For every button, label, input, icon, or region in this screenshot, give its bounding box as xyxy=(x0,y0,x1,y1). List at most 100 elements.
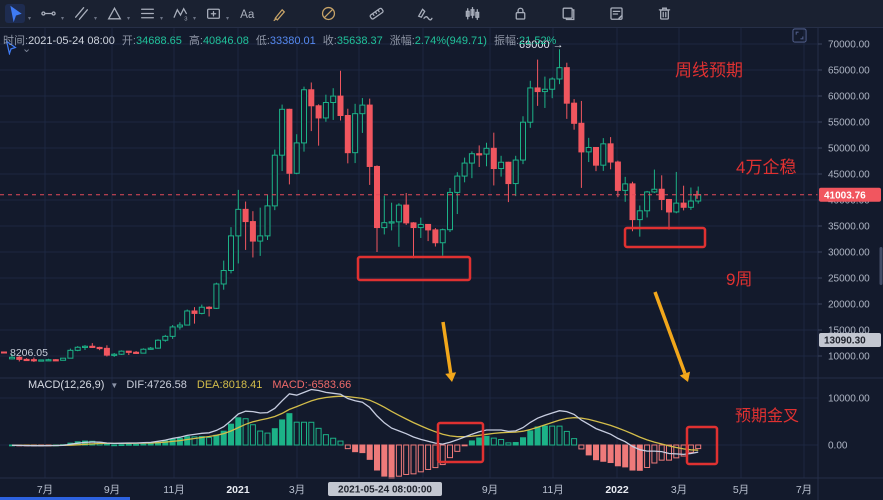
tool-caret-icon: ▾ xyxy=(27,16,31,22)
candles-pattern-tool-icon[interactable] xyxy=(462,4,482,23)
time-axis[interactable]: 7月 9月 11月 2021 3月 9月 11月 2022 3月 5月 7月 2021-05-24 0… xyxy=(37,482,812,496)
candle-body xyxy=(103,347,110,356)
fullscreen-icon[interactable] xyxy=(792,28,807,48)
macd-bar xyxy=(359,444,366,454)
candle-body xyxy=(322,102,329,119)
text-tool-icon[interactable]: Aa xyxy=(236,4,256,23)
time-tick-label: 7月 xyxy=(796,484,812,496)
macd-bar xyxy=(235,417,242,446)
macd-bar xyxy=(593,444,599,461)
candle-body xyxy=(636,210,643,221)
candle-body xyxy=(505,161,512,185)
macd-bar xyxy=(468,440,475,446)
price-tick-label: 65000.00 xyxy=(828,66,870,77)
info-field: 低:33380.01 xyxy=(255,35,316,47)
candle-body xyxy=(74,346,81,351)
macd-bar xyxy=(549,425,556,446)
annotation-box xyxy=(685,425,719,466)
gray-price-badge-label: 13090.30 xyxy=(824,336,866,347)
candle-body xyxy=(133,351,140,354)
candle-body xyxy=(52,359,59,362)
macd-bar xyxy=(344,444,351,450)
axis-scroll-thumb[interactable] xyxy=(879,247,883,285)
candle-body xyxy=(614,161,621,191)
macd-bar xyxy=(556,425,563,446)
candle-body xyxy=(184,310,191,326)
annotation-text: 周线预期 xyxy=(675,61,743,80)
crosshair-time-badge-label: 2021-05-24 08:00:00 xyxy=(338,485,432,496)
annotation-box xyxy=(623,226,707,249)
price-line-plus-icon[interactable] xyxy=(693,190,701,199)
candle-body xyxy=(541,88,548,93)
chevron-down-icon[interactable]: ⌄ xyxy=(22,43,32,55)
candle-body xyxy=(206,306,213,309)
macd-bar xyxy=(541,425,548,446)
candle-body xyxy=(673,202,680,213)
candle-body xyxy=(403,204,410,224)
time-tick-label: 2022 xyxy=(605,484,629,496)
candle-body xyxy=(213,283,220,309)
highlighter-tool-icon[interactable] xyxy=(318,4,338,23)
pointer-tool-icon[interactable]: ▾ xyxy=(5,4,31,23)
time-tick-label: 2021 xyxy=(226,484,250,496)
time-tick-label: 7月 xyxy=(37,484,53,496)
macd-dropdown-icon[interactable]: ▼ xyxy=(110,381,119,390)
candle-body xyxy=(60,357,67,361)
candle-body xyxy=(45,359,52,362)
candle-body xyxy=(235,208,242,237)
candle-body xyxy=(162,335,169,341)
macd-bar xyxy=(600,444,607,462)
candle-body xyxy=(359,104,366,115)
macd-bar xyxy=(133,443,140,446)
long-position-tool-icon[interactable]: ▾ xyxy=(203,4,229,23)
macd-bar xyxy=(388,444,395,479)
fib-retracement-tool-icon[interactable]: ▾ xyxy=(137,4,163,23)
candle-body xyxy=(301,89,307,144)
candle-body xyxy=(111,353,118,356)
elliott-wave-tool-icon[interactable]: 3 ▾ xyxy=(170,4,196,23)
info-field: 开:34688.65 xyxy=(121,35,182,47)
macd-bar xyxy=(403,444,410,475)
macd-bar xyxy=(447,444,453,459)
trash-tool-icon[interactable] xyxy=(654,4,674,23)
peak-price-label: 69000 → xyxy=(519,39,564,51)
candle-body xyxy=(330,95,337,103)
bottom-scroll-indicator[interactable] xyxy=(0,497,130,500)
pointer-icon[interactable] xyxy=(4,39,18,60)
candle-body xyxy=(293,142,300,174)
copy-tool-icon[interactable] xyxy=(558,4,578,23)
candle-body xyxy=(520,121,526,161)
annotation-box xyxy=(436,421,485,464)
candle-body xyxy=(155,339,161,349)
macd-dea-value: DEA:8018.41 xyxy=(196,379,263,391)
gray-price-badge xyxy=(819,333,881,347)
signature-tool-icon[interactable] xyxy=(414,4,434,23)
candle-body xyxy=(220,270,227,285)
macd-tick-label: 0.00 xyxy=(828,441,848,452)
macd-bar xyxy=(578,444,585,450)
candle-body xyxy=(512,159,519,185)
candle-body xyxy=(629,183,636,221)
candle-body xyxy=(264,205,271,237)
macd-bar xyxy=(264,432,271,446)
price-axis[interactable]: 70000.00 65000.00 60000.00 55000.00 50000.00… xyxy=(818,40,881,452)
macd-title[interactable]: MACD(12,26,9) xyxy=(28,379,105,391)
triangle-tool-icon[interactable]: ▾ xyxy=(104,4,130,23)
macd-bar xyxy=(571,438,578,446)
macd-header: MACD(12,26,9) ▼ DIF:4726.58 DEA:8018.41 MACD… xyxy=(28,379,351,391)
drawing-toolbar: ▾ ▾ ▾ ▾ ▾ 3 ▾ ▾ Aa xyxy=(0,0,883,28)
annotation-arrow xyxy=(653,291,687,375)
horizontal-line-tool-icon[interactable]: ▾ xyxy=(38,4,64,23)
info-field: 振幅:21.52% xyxy=(493,35,557,47)
candle-body xyxy=(147,347,154,350)
brush-tool-icon[interactable] xyxy=(269,4,289,23)
notes-tool-icon[interactable] xyxy=(606,4,626,23)
parallel-channel-tool-icon[interactable]: ▾ xyxy=(71,4,97,23)
ruler-tool-icon[interactable] xyxy=(366,4,386,23)
svg-text:3: 3 xyxy=(184,16,187,22)
macd-bar xyxy=(410,444,417,475)
lock-tool-icon[interactable] xyxy=(510,4,530,23)
candle-body xyxy=(16,356,23,360)
macd-bar xyxy=(476,437,483,446)
